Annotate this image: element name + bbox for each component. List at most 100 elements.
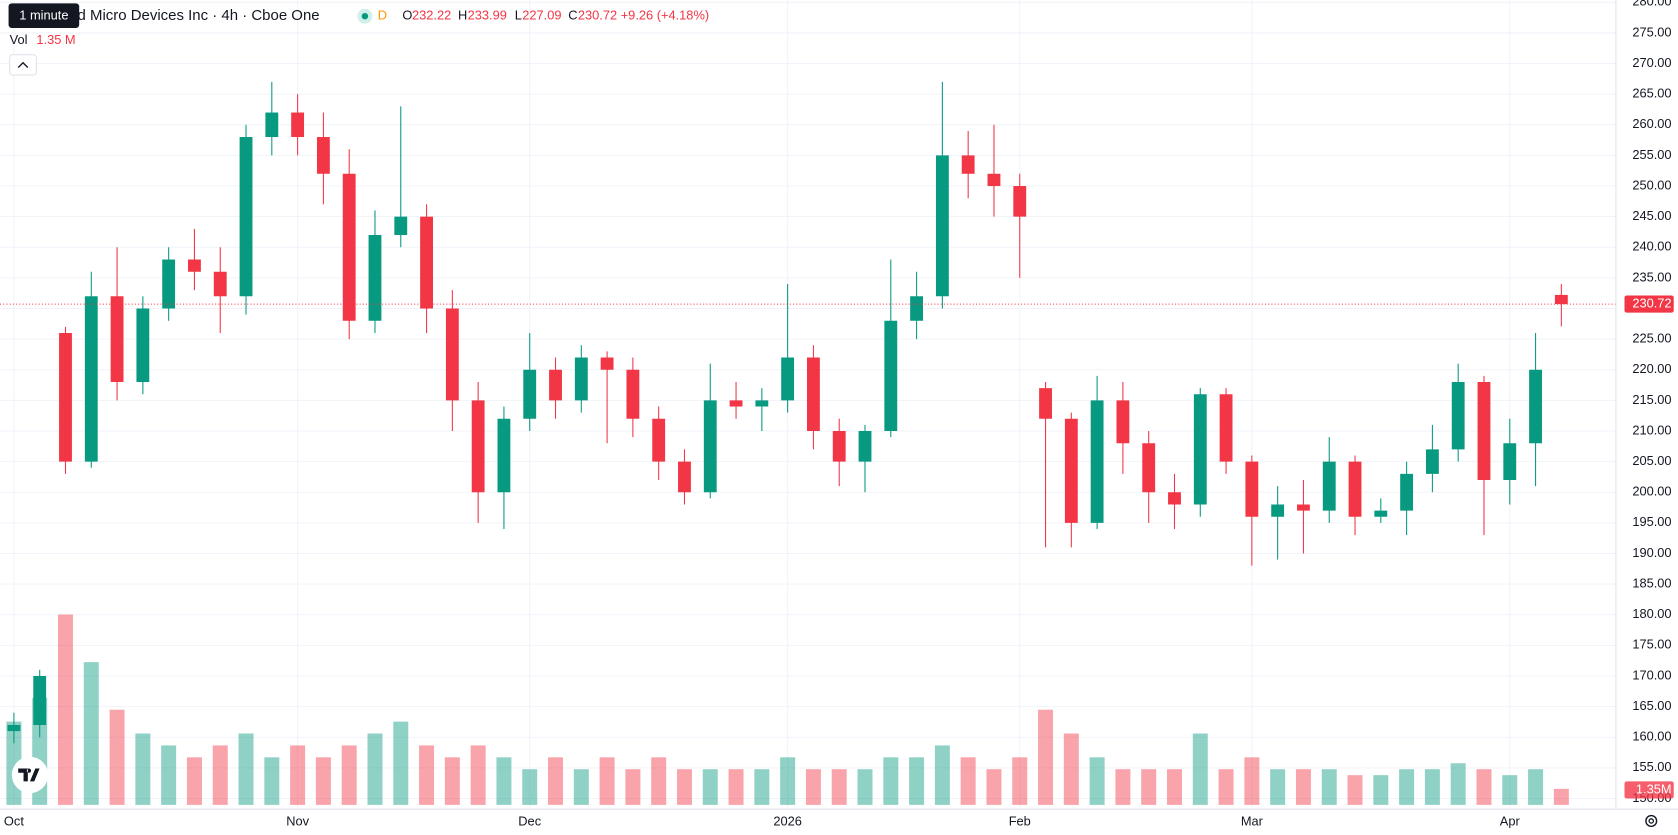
candle-body: [188, 259, 201, 272]
candle-body: [213, 271, 227, 297]
axis: 150.00155.00160.00165.00170.00175.00180.…: [4, 0, 1674, 828]
candle-body: [1400, 473, 1414, 511]
candle-body: [1425, 449, 1439, 474]
header: Advanced Micro Devices Inc · 4h · Cboe O…: [8, 3, 709, 76]
y-tick-label: 205.00: [1632, 453, 1671, 468]
candle-body: [1116, 400, 1130, 444]
volume-bar: [264, 757, 280, 805]
candle-body: [807, 357, 820, 432]
x-tick-label: Mar: [1241, 813, 1264, 828]
volume-bar: [1141, 769, 1157, 805]
volume-bar: [367, 733, 383, 805]
y-tick-label: 270.00: [1632, 55, 1671, 70]
volume-bar: [135, 733, 151, 805]
settings[interactable]: [1645, 814, 1658, 827]
volume-bar: [1089, 757, 1105, 805]
y-tick-label: 275.00: [1632, 24, 1671, 39]
volume-value: 1.35 M: [36, 32, 75, 47]
y-tick-label: 265.00: [1632, 86, 1671, 101]
volume-bar: [1373, 775, 1389, 805]
volume-bar: [676, 769, 692, 805]
x-tick-label: 2026: [773, 813, 802, 828]
volume-bar: [651, 757, 667, 805]
open-value: 232.22: [412, 8, 451, 23]
volume-bar: [754, 769, 770, 805]
settings-icon[interactable]: [1645, 814, 1658, 827]
y-tick-label: 250.00: [1632, 177, 1671, 192]
volume-bar: [1270, 769, 1286, 805]
candle-body: [497, 418, 511, 493]
logo: [11, 756, 49, 794]
candle-body: [368, 235, 382, 321]
y-tick-label: 245.00: [1632, 208, 1671, 223]
y-tick-label: 185.00: [1632, 576, 1671, 591]
tooltip: 1 minute: [19, 8, 68, 23]
x-tick-label: Apr: [1500, 813, 1521, 828]
y-tick-label: 280.00: [1632, 0, 1671, 9]
volume-bar: [470, 745, 486, 805]
close-key: C: [568, 8, 577, 23]
volume-bar: [1115, 769, 1131, 805]
volume-bar: [909, 757, 925, 805]
candle-body: [1451, 382, 1465, 450]
candle-body: [755, 400, 769, 407]
candle-body: [342, 173, 356, 321]
volume-bar: [1528, 769, 1544, 805]
candle-body: [600, 357, 614, 370]
marks: [0, 81, 1616, 805]
candle-body: [652, 418, 666, 462]
volume-bar: [1295, 769, 1311, 805]
y-tick-label: 165.00: [1632, 698, 1671, 713]
high-key: H: [458, 8, 467, 23]
candle-body: [858, 431, 872, 462]
y-tick-label: 255.00: [1632, 147, 1671, 162]
candle-body: [832, 431, 846, 462]
volume-bar: [238, 733, 254, 805]
volume-bar: [58, 614, 73, 805]
close-value: 230.72: [578, 8, 617, 23]
candle-body: [162, 259, 176, 309]
volume-bar: [212, 745, 228, 805]
volume-bar: [625, 769, 641, 805]
volume-bar: [1553, 788, 1569, 805]
candle-body: [1297, 504, 1310, 511]
candle-body: [1322, 461, 1336, 511]
high-value: 233.99: [468, 8, 507, 23]
volume-bar: [1244, 757, 1260, 805]
volume-bar: [522, 769, 538, 805]
low-value: 227.09: [522, 8, 561, 23]
open-key: O: [402, 8, 412, 23]
y-tick-label: 260.00: [1632, 116, 1671, 131]
candle-body: [1090, 400, 1104, 523]
candle-body: [110, 296, 124, 383]
volume-bar: [1167, 769, 1182, 805]
candle-body: [239, 137, 253, 297]
x-tick-label: Feb: [1009, 813, 1031, 828]
candle-body: [961, 155, 975, 174]
volume-bar: [831, 769, 847, 805]
candle-body: [1039, 388, 1052, 419]
y-tick-label: 235.00: [1632, 269, 1671, 284]
candle-body: [1374, 510, 1388, 517]
volume-bar: [1321, 769, 1337, 805]
candle-body: [291, 112, 305, 138]
y-tick-label: 210.00: [1632, 422, 1671, 437]
candle-body: [1529, 369, 1542, 444]
volume-bar: [186, 757, 202, 805]
volume-bar: [805, 769, 821, 805]
volume-bar: [1192, 733, 1208, 805]
y-tick-label: 170.00: [1632, 667, 1671, 682]
candle-body: [7, 724, 21, 732]
y-tick-label: 215.00: [1632, 392, 1671, 407]
volume-bar: [934, 745, 950, 805]
volume-bar: [444, 757, 460, 805]
volume-key: Vol: [10, 32, 28, 47]
candle-body: [987, 173, 1001, 187]
source-flag: D: [378, 8, 387, 23]
volume-bar: [548, 757, 564, 805]
candle-body: [1271, 504, 1285, 517]
collapse-button[interactable]: [9, 54, 37, 76]
candle-body: [316, 137, 330, 174]
volume-bar: [780, 757, 796, 805]
